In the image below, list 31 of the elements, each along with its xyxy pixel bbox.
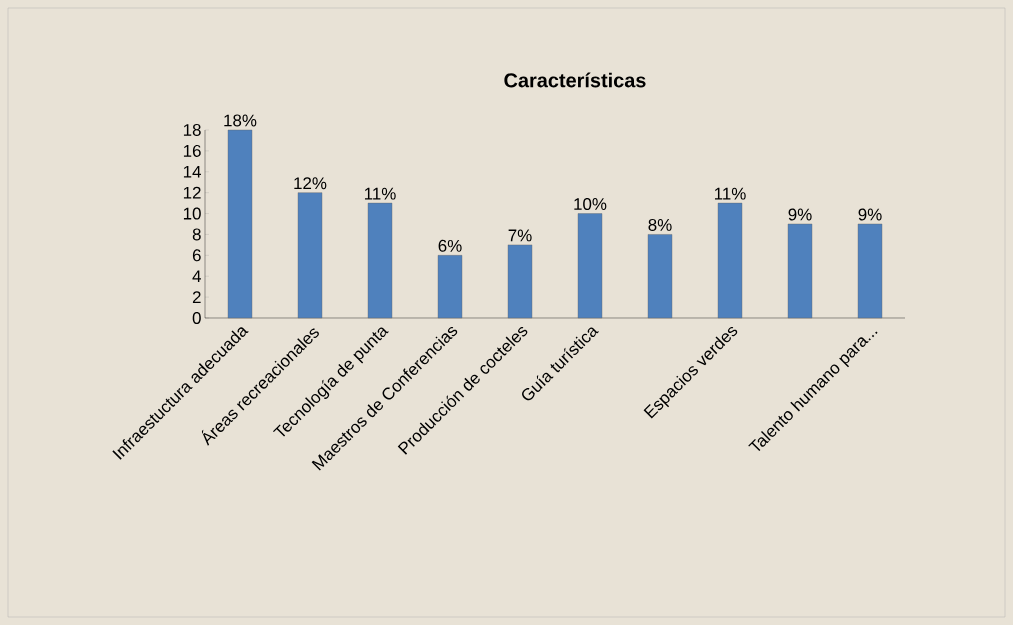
y-tick-label: 4: [192, 270, 201, 283]
chart-title: Características: [504, 72, 646, 88]
bar: [647, 234, 673, 319]
y-tick-label: 8: [192, 228, 201, 241]
data-label: 10%: [574, 198, 607, 211]
bar: [857, 223, 883, 319]
data-label: 8%: [648, 218, 672, 231]
data-label: 11%: [714, 187, 746, 200]
data-label: 18%: [224, 114, 257, 127]
y-tick-label: 12: [183, 186, 201, 199]
y-tick-label: 2: [192, 291, 201, 304]
data-label: 11%: [364, 187, 396, 200]
y-tick-label: 6: [192, 249, 201, 262]
bar: [787, 223, 813, 319]
bar: [367, 202, 393, 319]
bar: [297, 192, 323, 319]
data-label: 9%: [858, 208, 882, 221]
bar: [577, 213, 603, 319]
bar: [227, 129, 253, 319]
data-label: 6%: [438, 239, 462, 252]
bar: [717, 202, 743, 319]
y-tick-label: 18: [183, 124, 201, 136]
data-label: 9%: [788, 208, 812, 221]
bar: [507, 244, 533, 319]
y-tick-label: 14: [183, 165, 201, 178]
data-label: 12%: [294, 177, 327, 190]
bar: [437, 255, 463, 319]
y-tick-label: 0: [192, 312, 201, 324]
y-tick-label: 10: [183, 207, 201, 220]
y-tick-label: 16: [183, 144, 201, 157]
data-label: 7%: [508, 229, 532, 242]
